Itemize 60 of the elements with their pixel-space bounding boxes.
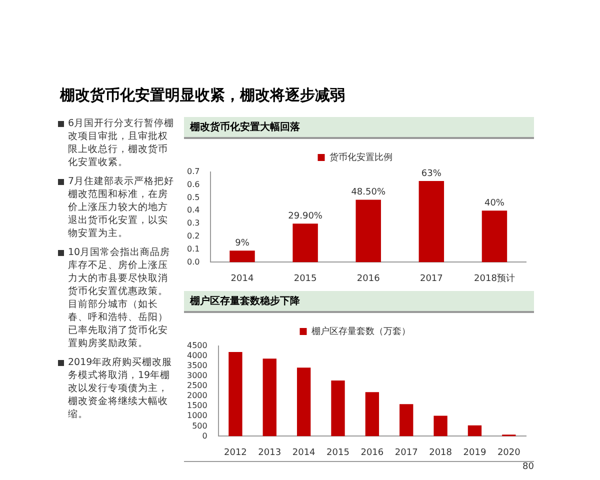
y-tick-label: 0.0 <box>186 257 200 266</box>
legend-label: 货币化安置比例 <box>329 152 392 163</box>
y-tick-label: 3500 <box>187 361 208 370</box>
y-tick-label: 4500 <box>187 341 208 350</box>
y-tick-label: 1500 <box>187 401 208 410</box>
data-label: 48.50% <box>351 188 386 198</box>
x-tick-label: 2015 <box>326 448 350 458</box>
y-tick-label: 0.6 <box>186 180 200 189</box>
text: 棚改货币化安置明显收紧，棚改将逐步减弱 <box>60 86 346 105</box>
bar <box>228 352 242 436</box>
y-tick-label: 500 <box>192 421 208 430</box>
y-tick-label: 0 <box>202 431 208 440</box>
bar <box>262 358 276 436</box>
bar <box>292 224 318 262</box>
legend-label: 棚户区存量套数（万套） <box>311 326 410 337</box>
x-tick-label: 2016 <box>360 448 384 458</box>
chart-title: 棚户区存量套数稳步下降 <box>184 291 534 313</box>
y-tick-label: 0.4 <box>186 206 200 215</box>
y-tick-label: 0.2 <box>186 232 200 241</box>
data-label: 63% <box>421 168 442 179</box>
text: 80 <box>184 461 534 472</box>
bar <box>365 392 380 436</box>
text: 7月住建部表示严格把好棚改范围和标准，在房价上涨压力较大的地方退出货币化安置，以实物安置为主。 <box>68 175 176 240</box>
x-tick-label: 2017 <box>394 448 418 458</box>
x-tick-label: 2016 <box>356 274 380 284</box>
y-tick-label: 3000 <box>187 371 208 380</box>
bar <box>331 380 345 436</box>
bar <box>230 250 255 262</box>
x-tick-label: 2014 <box>230 274 254 284</box>
y-tick-label: 0.5 <box>186 192 200 202</box>
y-tick-label: 0.7 <box>186 167 200 176</box>
text: 2019年政府购买棚改服务模式将取消，19年棚改以发行专项债为主，棚改资金将继续大幅收缩。 <box>68 356 174 421</box>
y-tick-label: 4000 <box>187 351 208 360</box>
text: 6月国开行分支行暂停棚改项目审批，且审批权限上收总行，棚改货币化安置收紧。 <box>68 117 176 169</box>
data-label: 29.90% <box>288 212 323 222</box>
bar <box>400 404 414 436</box>
bar <box>296 368 311 436</box>
x-tick-label: 2013 <box>258 448 282 458</box>
x-tick-label: 2018 <box>429 448 452 458</box>
x-tick-label: 2018预计 <box>474 272 515 284</box>
y-tick-label: 1000 <box>187 411 208 420</box>
text: 10月国常会指出商品房库存不足、房价上涨压力大的市县要尽快取消货币化安置优惠政策。目前部分城市（如长春、呼和浩特、岳阳）已率先取消了货币化安置购房奖励政策。 <box>68 246 172 350</box>
chart-title: 棚改货币化安置大幅回落 <box>184 117 534 139</box>
data-label: 40% <box>484 198 505 208</box>
data-label: 9% <box>235 238 250 248</box>
x-tick-label: 2012 <box>224 448 247 458</box>
bar <box>482 210 508 262</box>
x-tick-label: 2019 <box>463 448 486 458</box>
bar <box>434 416 448 436</box>
x-tick-label: 2020 <box>497 448 521 458</box>
x-tick-label: 2017 <box>420 274 443 284</box>
y-tick-label: 0.1 <box>186 244 200 254</box>
bar <box>468 425 482 436</box>
y-tick-label: 2000 <box>187 391 208 400</box>
y-tick-label: 2500 <box>187 381 208 390</box>
y-tick-label: 0.3 <box>186 218 200 228</box>
x-tick-label: 2015 <box>294 274 317 284</box>
bar <box>356 200 381 262</box>
bar <box>418 181 444 262</box>
x-tick-label: 2014 <box>292 448 316 458</box>
